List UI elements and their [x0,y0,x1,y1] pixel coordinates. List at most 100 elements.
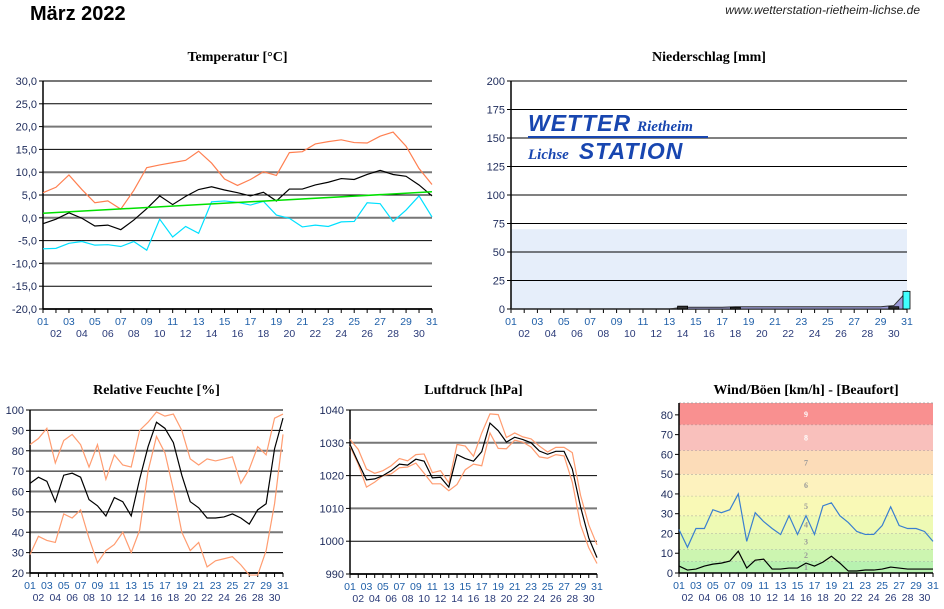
x-tick-label: 15 [792,580,804,592]
x-tick-label: 12 [117,592,129,604]
x-tick-label: 30 [888,328,900,340]
y-tick-label: 40 [661,489,673,501]
x-tick-label: 31 [426,316,438,328]
x-tick-label: 29 [400,316,412,328]
temp-series-max [42,131,433,210]
x-tick-label: 22 [851,592,863,604]
y-tick-label: 50 [661,469,673,481]
logo-word-rietheim: Rietheim [637,119,693,135]
x-tick-label: 16 [232,328,244,340]
temp-chart-title: Temperatur [°C] [187,50,288,65]
x-tick-label: 17 [245,316,257,328]
x-tick-label: 17 [476,581,488,593]
x-tick-label: 25 [542,581,554,593]
wind-series-gust [678,492,934,549]
x-tick-label: 24 [218,592,230,604]
beaufort-label: 2 [804,551,808,560]
x-tick-label: 19 [826,580,838,592]
press-series-min [349,431,598,564]
x-tick-label: 26 [885,592,897,604]
x-tick-label: 21 [842,580,854,592]
press-chart: 9901000101010201030104001020304050607080… [320,405,603,605]
y-tick-label: 75 [493,219,505,231]
temp-chart: -20,0 -15,0 -10,0 -5,0 0,0 5,0 10,0 15,0 20,0 25,… [12,76,438,340]
x-tick-label: 06 [715,592,727,604]
x-tick-label: 07 [584,316,596,328]
x-tick-label: 25 [876,580,888,592]
x-tick-label: 15 [219,316,231,328]
x-tick-label: 03 [690,580,702,592]
x-tick-label: 07 [115,316,127,328]
y-tick-label: 60 [661,449,673,461]
beaufort-band-6 [679,474,933,496]
y-tick-label: 25 [493,276,505,288]
beaufort-label: 5 [804,502,808,511]
x-tick-label: 06 [102,328,114,340]
x-tick-label: 30 [269,592,281,604]
x-tick-label: 24 [809,328,821,340]
x-tick-label: 13 [664,316,676,328]
beaufort-band-9 [679,403,933,425]
x-tick-label: 04 [545,328,557,340]
x-tick-label: 22 [782,328,794,340]
x-tick-label: 07 [75,580,87,592]
y-tick-label: 100 [487,190,505,202]
y-tick-label: -20,0 [12,304,37,316]
y-tick-label: 0 [499,304,505,316]
x-tick-label: 11 [109,580,120,592]
wind-chart-title: Wind/Böen [km/h] - [Beaufort] [713,383,899,398]
y-tick-label: 1000 [320,536,344,548]
x-tick-label: 31 [927,580,939,592]
y-tick-label: 0 [667,568,673,580]
x-tick-label: 08 [732,592,744,604]
x-tick-label: 06 [385,593,397,605]
y-tick-label: -5,0 [18,236,37,248]
x-tick-label: 09 [611,316,623,328]
x-tick-label: 14 [134,592,146,604]
x-tick-label: 20 [834,592,846,604]
x-tick-label: 17 [159,580,171,592]
x-tick-label: 18 [484,593,496,605]
x-tick-label: 28 [566,593,578,605]
press-series-max [349,413,598,546]
x-tick-label: 27 [558,581,570,593]
y-tick-label: 60 [12,487,24,499]
x-tick-label: 01 [24,580,36,592]
x-tick-label: 15 [690,316,702,328]
x-tick-label: 04 [699,592,711,604]
x-tick-label: 26 [835,328,847,340]
x-tick-label: 01 [505,316,517,328]
beaufort-label: 6 [804,481,808,490]
x-tick-label: 03 [532,316,544,328]
y-tick-label: 0,0 [22,213,37,225]
x-tick-label: 15 [459,581,471,593]
x-tick-label: 31 [277,580,289,592]
y-tick-label: 100 [6,405,24,417]
x-tick-label: 18 [730,328,742,340]
x-tick-label: 20 [756,328,768,340]
x-tick-label: 11 [167,316,178,328]
x-tick-label: 03 [41,580,53,592]
x-tick-label: 21 [769,316,781,328]
logo-word-lichse: Lichse [528,147,569,163]
wind-chart: 1234567890102030405060708001020304050607… [661,402,939,604]
y-tick-label: 80 [661,410,673,422]
x-tick-label: 21 [509,581,521,593]
x-tick-label: 22 [517,593,529,605]
x-tick-label: 01 [344,581,356,593]
beaufort-label: 7 [804,458,808,467]
x-tick-label: 13 [193,316,205,328]
x-tick-label: 24 [534,593,546,605]
x-tick-label: 23 [796,316,808,328]
y-tick-label: 25,0 [16,99,37,111]
x-tick-label: 23 [859,580,871,592]
y-tick-label: 90 [12,425,24,437]
x-tick-label: 09 [741,580,753,592]
x-tick-label: 12 [180,328,192,340]
precip-daily-bar [902,290,911,310]
x-tick-label: 10 [624,328,636,340]
x-tick-label: 28 [862,328,874,340]
x-tick-label: 04 [76,328,88,340]
x-tick-label: 06 [66,592,78,604]
temp-series-min [42,194,433,252]
